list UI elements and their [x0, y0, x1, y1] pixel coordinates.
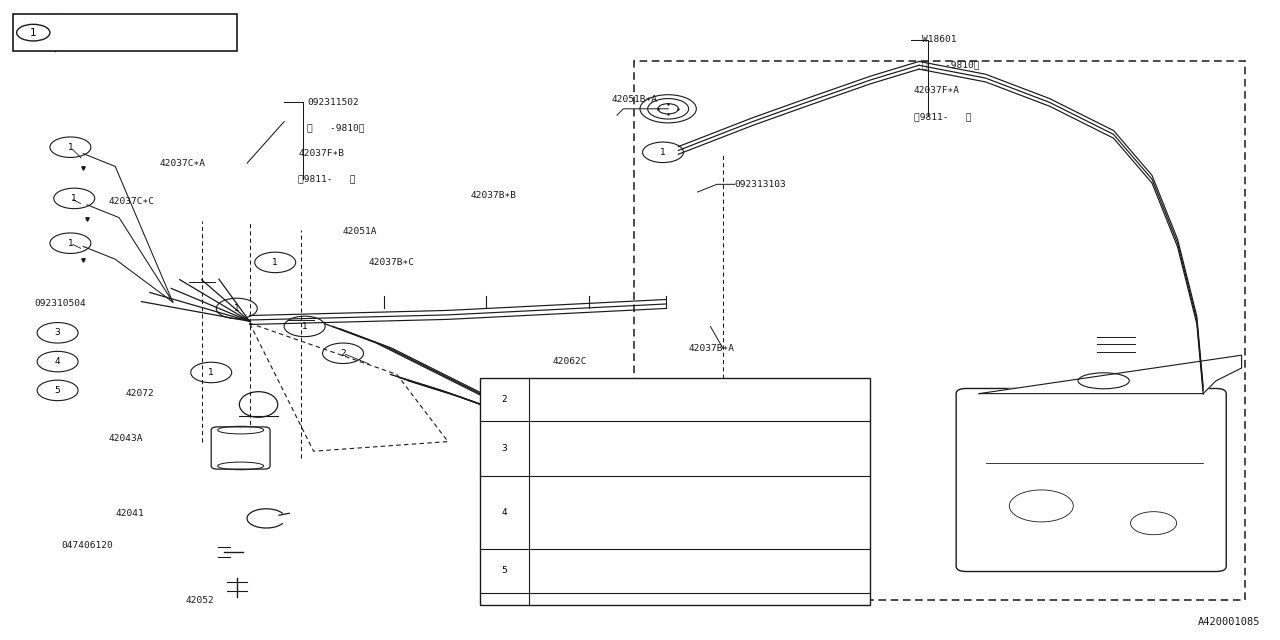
Text: 42051A: 42051A [343, 227, 378, 236]
Text: 5: 5 [502, 566, 507, 575]
Text: 42052: 42052 [186, 596, 214, 605]
Text: 092313103: 092313103 [735, 180, 786, 189]
Text: 1: 1 [209, 368, 214, 377]
Text: A420001085: A420001085 [1198, 617, 1261, 627]
Text: 1: 1 [68, 239, 73, 248]
Text: 42072: 42072 [125, 389, 154, 398]
Text: 42043A: 42043A [109, 434, 143, 443]
Text: 42037C∗C: 42037C∗C [109, 197, 155, 206]
Text: 42051B∗A: 42051B∗A [612, 95, 658, 104]
FancyBboxPatch shape [211, 427, 270, 469]
Text: 42037B∗B: 42037B∗B [471, 191, 517, 200]
Text: 42062C: 42062C [553, 357, 588, 366]
Text: （9811-   ）: （9811- ） [298, 175, 356, 184]
Polygon shape [979, 355, 1242, 394]
Text: 42075∗A    〈9807-      〉: 42075∗A 〈9807- 〉 [536, 460, 662, 468]
Text: （   -9810）: （ -9810） [307, 124, 365, 132]
Text: 1: 1 [660, 148, 666, 157]
Text: 1: 1 [29, 28, 37, 38]
FancyBboxPatch shape [13, 14, 237, 51]
Text: 5: 5 [55, 386, 60, 395]
FancyBboxPatch shape [956, 388, 1226, 572]
Text: 0951BG200  〈9706-      〉: 0951BG200 〈9706- 〉 [536, 404, 662, 413]
Text: 092310504: 092310504 [35, 300, 86, 308]
Text: 42075C     〈9706-      〉: 42075C 〈9706- 〉 [536, 532, 662, 541]
Text: 0951BG425  〈9706-9806〉: 0951BG425 〈9706-9806〉 [536, 444, 652, 453]
Text: 42037F∗B: 42037F∗B [298, 149, 344, 158]
Text: （   -9810）: （ -9810） [922, 61, 979, 70]
Text: 42062B: 42062B [522, 394, 557, 403]
Text: 09516G420  〈      -9705〉: 09516G420 〈 -9705〉 [536, 557, 662, 566]
Text: 3: 3 [502, 444, 507, 453]
Text: 42041: 42041 [115, 509, 143, 518]
Text: 1: 1 [234, 304, 239, 313]
Text: 047406120: 047406120 [61, 541, 113, 550]
Text: 42037B∗C: 42037B∗C [369, 258, 415, 267]
Text: 1: 1 [72, 194, 77, 203]
FancyBboxPatch shape [480, 378, 870, 605]
Text: 2: 2 [502, 395, 507, 404]
Text: 1: 1 [68, 143, 73, 152]
Text: 09516G200  〈      -9705〉: 09516G200 〈 -9705〉 [536, 386, 662, 395]
Text: 42037B∗A: 42037B∗A [689, 344, 735, 353]
Text: 1: 1 [273, 258, 278, 267]
Text: 42037C∗A: 42037C∗A [160, 159, 206, 168]
Text: 2: 2 [340, 349, 346, 358]
Text: （9811-   ）: （9811- ） [914, 112, 972, 121]
Text: 09516G220  〈      -9705〉: 09516G220 〈 -9705〉 [536, 483, 662, 492]
Text: 42075A     〈9706-      〉: 42075A 〈9706- 〉 [536, 575, 662, 584]
Text: 092311502: 092311502 [307, 98, 358, 107]
Text: 0951BG220  〈9706-9804〉: 0951BG220 〈9706-9804〉 [536, 500, 652, 509]
Text: 4: 4 [55, 357, 60, 366]
Text: 3: 3 [55, 328, 60, 337]
Text: 4: 4 [502, 508, 507, 517]
Text: 1: 1 [302, 322, 307, 331]
Text: 42075∗A    〈      -9705〉: 42075∗A 〈 -9705〉 [536, 428, 662, 437]
Text: 42037F∗A: 42037F∗A [914, 86, 960, 95]
Text: 42075C     〈9805-9806〉: 42075C 〈9805-9806〉 [536, 516, 652, 525]
Text: W18601: W18601 [922, 35, 956, 44]
Text: 42062A: 42062A [497, 424, 531, 433]
Text: 42037C*B: 42037C*B [110, 26, 166, 39]
